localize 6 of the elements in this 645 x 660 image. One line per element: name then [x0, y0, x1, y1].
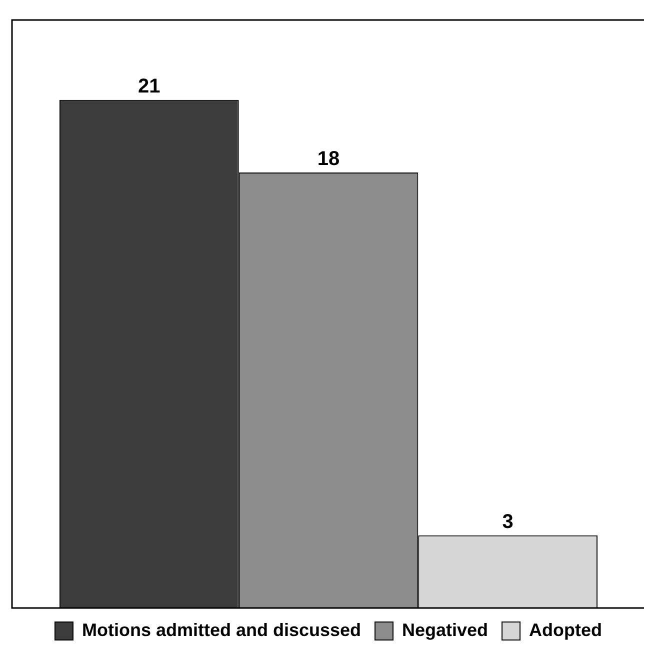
- data-label: 21: [138, 75, 160, 98]
- legend-label: Adopted: [529, 620, 602, 640]
- legend-label: Motions admitted and discussed: [82, 620, 362, 640]
- legend-label: Negatived: [402, 620, 488, 640]
- data-label: 3: [502, 510, 514, 533]
- data-label: 18: [317, 148, 340, 170]
